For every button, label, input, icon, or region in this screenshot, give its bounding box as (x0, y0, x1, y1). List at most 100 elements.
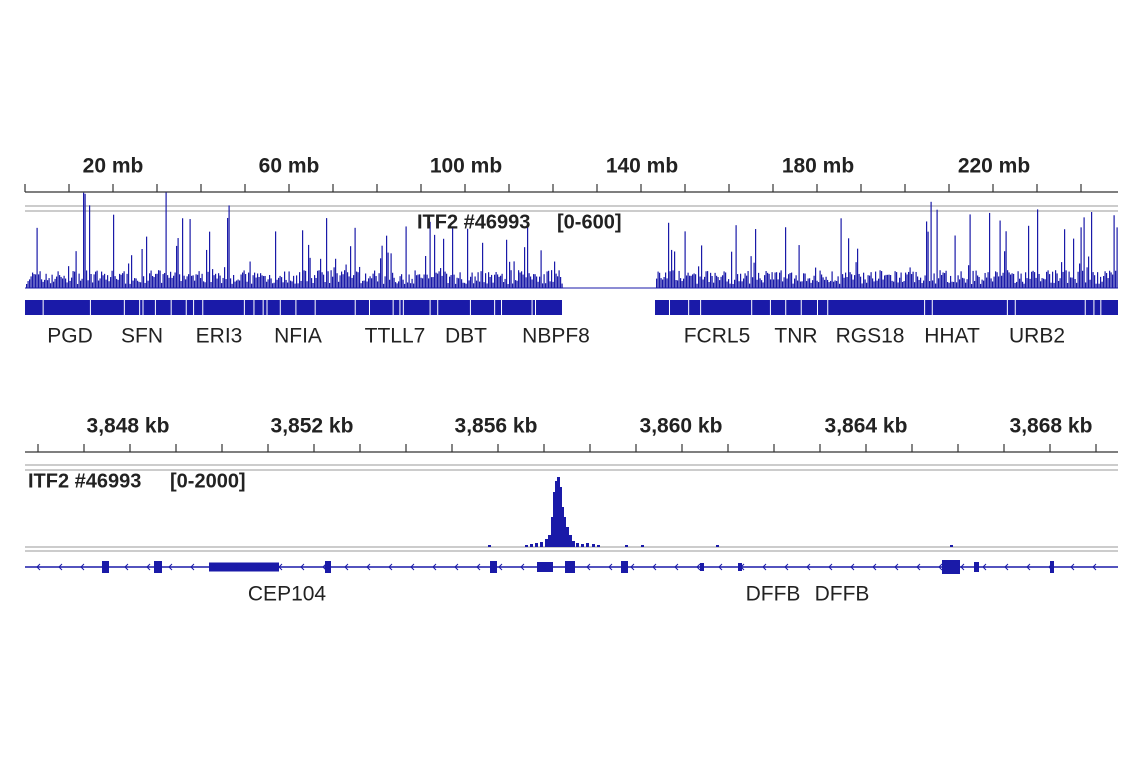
signal (1034, 272, 1036, 288)
signal (969, 214, 971, 288)
signal (1037, 209, 1039, 288)
gap (817, 300, 819, 315)
signal (836, 280, 838, 288)
signal (260, 273, 262, 288)
signal (38, 274, 40, 288)
signal (530, 276, 532, 288)
signal (252, 275, 254, 288)
gap (402, 300, 404, 315)
signal (51, 274, 53, 288)
strand-arrow (168, 563, 173, 571)
signal (983, 280, 985, 288)
signal (264, 275, 266, 288)
signal (1074, 279, 1076, 288)
signal (350, 246, 352, 288)
gap (202, 300, 204, 315)
signal (1026, 278, 1028, 288)
signal (293, 275, 295, 288)
signal (119, 273, 121, 288)
signal (270, 278, 272, 288)
signal (315, 277, 317, 288)
signal (314, 275, 316, 288)
signal (375, 276, 377, 288)
signal (527, 225, 529, 288)
signal (972, 270, 974, 288)
signal (777, 279, 779, 288)
signal (959, 279, 961, 288)
signal (516, 280, 518, 288)
track-name: ITF2 #46993 (417, 211, 530, 233)
signal (368, 278, 370, 288)
signal (231, 283, 233, 288)
gene-band (655, 300, 1118, 315)
signal (267, 279, 269, 288)
signal (228, 205, 230, 288)
signal (66, 282, 68, 288)
signal (42, 281, 44, 288)
strand-arrow (124, 563, 129, 571)
signal (705, 271, 707, 288)
signal (164, 272, 166, 288)
signal (369, 276, 371, 288)
signal (888, 274, 890, 288)
signal (92, 282, 94, 288)
signal (192, 275, 194, 288)
signal (675, 280, 677, 288)
signal (129, 283, 131, 288)
signal (330, 270, 332, 288)
signal (551, 270, 553, 288)
strand-arrow (256, 563, 261, 571)
signal (759, 278, 761, 288)
signal (356, 271, 358, 288)
signal (735, 225, 737, 288)
signal (461, 279, 463, 288)
signal (561, 507, 564, 547)
signal (678, 270, 680, 288)
signal (857, 248, 859, 288)
signal (840, 218, 842, 288)
signal (32, 272, 34, 288)
gap (142, 300, 144, 315)
signal (104, 273, 106, 288)
gap (429, 300, 431, 315)
signal (57, 271, 59, 288)
signal (581, 544, 584, 547)
signal (515, 280, 517, 288)
signal (297, 283, 299, 288)
signal (141, 249, 143, 288)
signal (672, 270, 674, 288)
signal (132, 280, 134, 288)
signal (35, 274, 37, 288)
signal (927, 231, 929, 288)
signal (401, 274, 403, 288)
signal (321, 272, 323, 288)
signal (365, 273, 367, 288)
signal (434, 234, 436, 288)
gene-label: ERI3 (196, 325, 243, 348)
signal (890, 275, 892, 288)
signal (111, 270, 113, 288)
signal (366, 281, 368, 288)
signal (33, 274, 35, 288)
signal (797, 280, 799, 288)
signal (354, 227, 356, 288)
signal (489, 276, 491, 288)
signal (291, 281, 293, 288)
signal (1076, 282, 1078, 288)
signal (273, 282, 275, 288)
track-range: [0-600] (557, 211, 621, 233)
signal (435, 272, 437, 288)
gap (531, 300, 533, 315)
signal (191, 275, 193, 288)
signal (1085, 282, 1087, 288)
signal (731, 251, 733, 288)
signal (242, 272, 244, 288)
signal (353, 275, 355, 288)
signal (884, 275, 886, 288)
signal (86, 270, 88, 288)
signal (1080, 227, 1082, 288)
signal (251, 283, 253, 288)
signal (413, 283, 415, 288)
signal (732, 283, 734, 288)
signal (545, 283, 547, 288)
